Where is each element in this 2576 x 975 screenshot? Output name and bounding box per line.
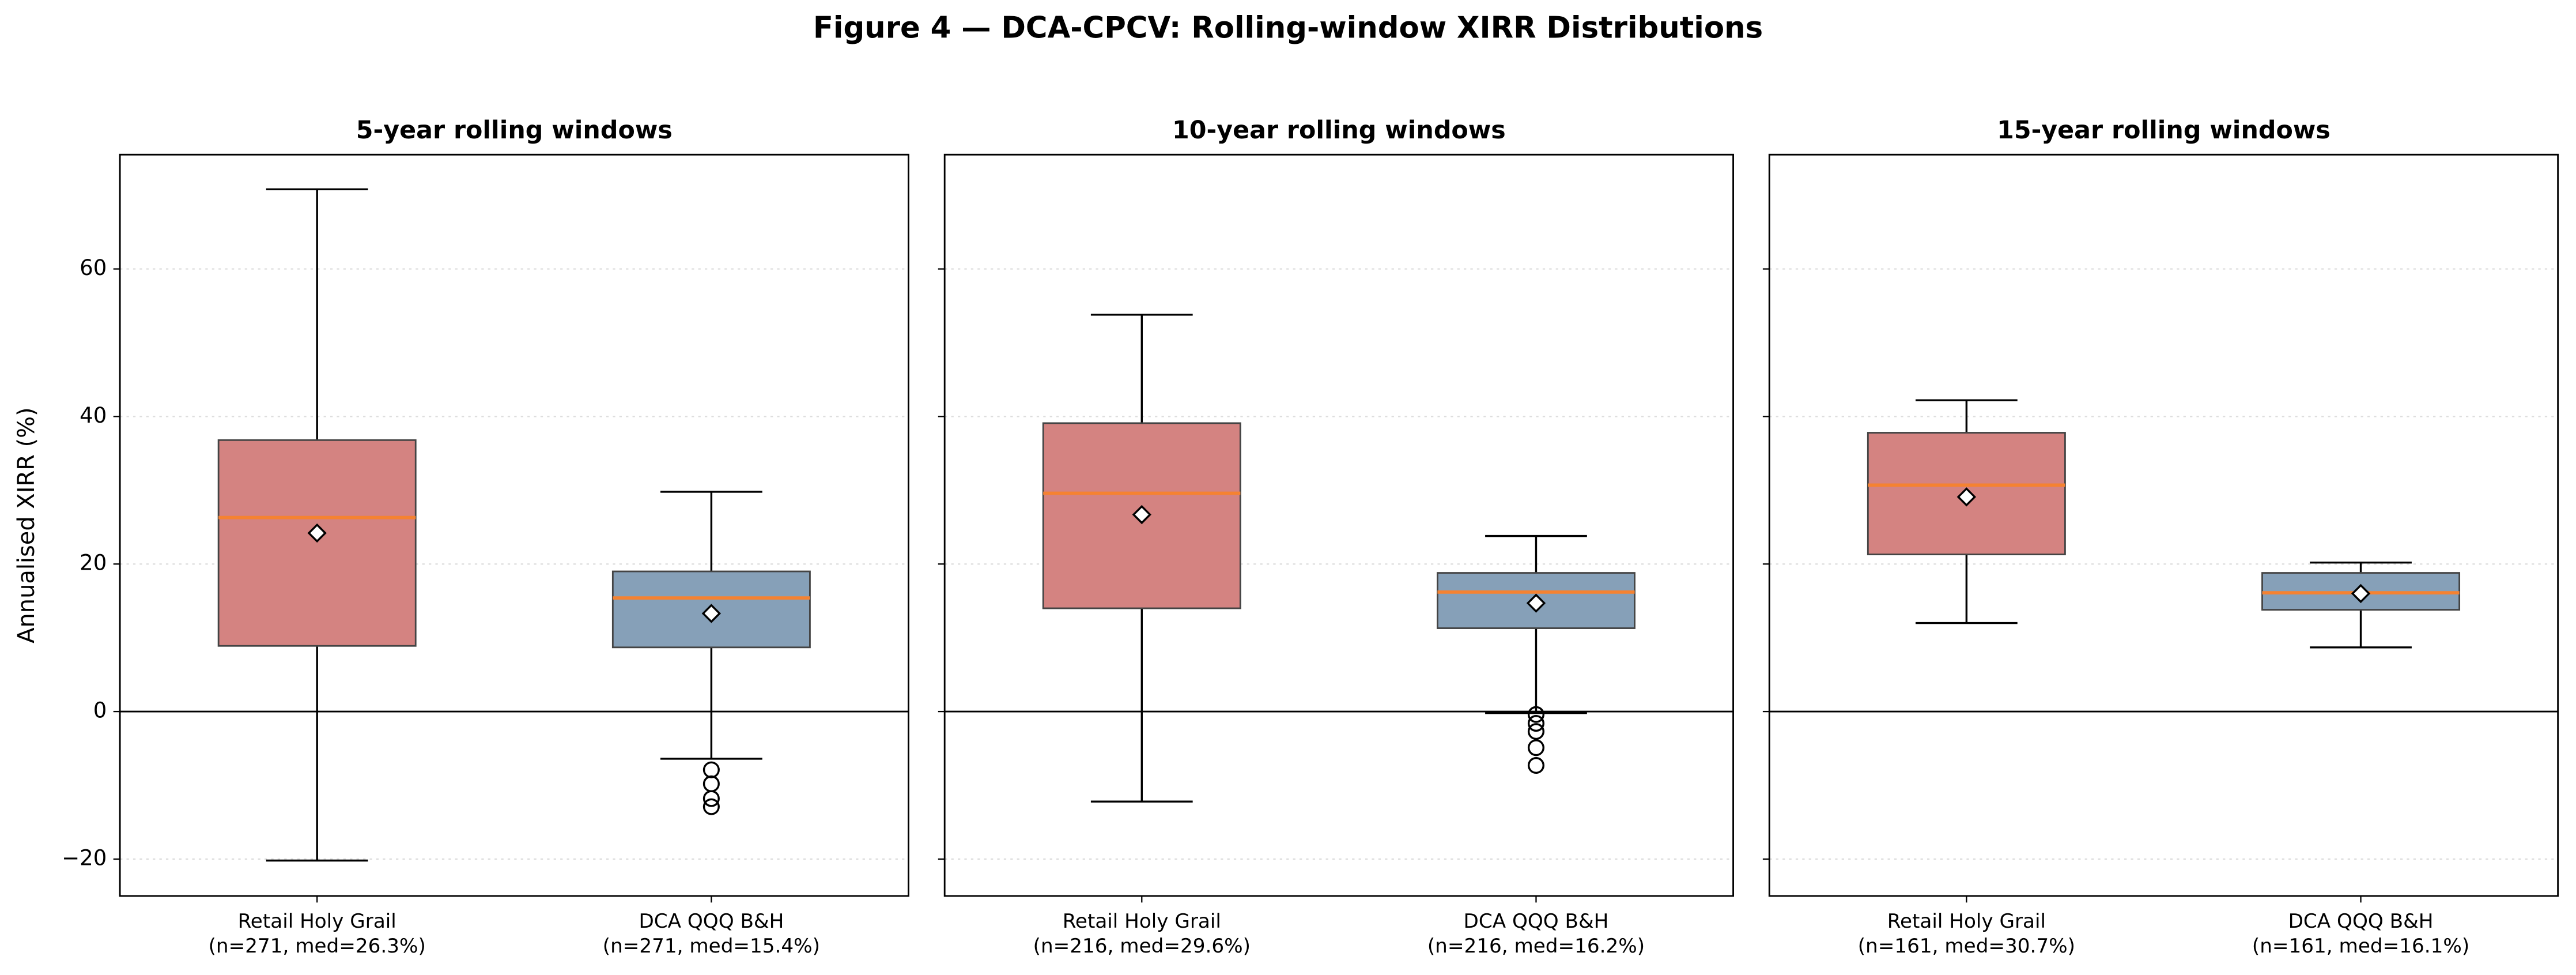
mean-marker (307, 523, 327, 543)
panel-title: 5-year rolling windows (356, 116, 673, 145)
x-tick-label: Retail Holy Grail (1063, 910, 1221, 933)
mean-marker (1956, 487, 1977, 507)
outlier (1527, 706, 1545, 723)
outlier (702, 798, 720, 815)
x-tick-note: (n=161, med=30.7%) (1858, 935, 2075, 958)
x-tick-label: DCA QQQ B&H (1464, 910, 1609, 933)
axes-frame (943, 153, 1734, 897)
outlier (1527, 715, 1545, 732)
y-tick-label: 60 (80, 255, 107, 280)
axes-frame (119, 153, 909, 897)
x-tick-note: (n=271, med=15.4%) (603, 935, 820, 958)
mean-marker (1526, 593, 1546, 613)
x-tick-label: DCA QQQ B&H (639, 910, 784, 933)
mean-marker (701, 604, 722, 623)
mean-marker (1132, 505, 1151, 525)
outlier (1527, 756, 1545, 774)
outlier (1527, 739, 1545, 756)
y-tick-label: 20 (80, 551, 107, 575)
box (217, 439, 417, 647)
y-axis-label: Annualised XIRR (%) (13, 407, 40, 643)
x-tick-note: (n=161, med=16.1%) (2252, 935, 2469, 958)
outlier (702, 761, 720, 778)
panel-title: 15-year rolling windows (1997, 116, 2331, 145)
outlier (1527, 723, 1545, 740)
figure-title: Figure 4 — DCA-CPCV: Rolling-window XIRR… (813, 11, 1763, 46)
axes-frame (1768, 153, 2559, 897)
x-tick-note: (n=271, med=26.3%) (209, 935, 426, 958)
x-tick-label: Retail Holy Grail (238, 910, 396, 933)
y-tick-label: 0 (93, 698, 107, 723)
panel-title: 10-year rolling windows (1172, 116, 1506, 145)
outlier (702, 775, 720, 793)
y-tick-label: −20 (62, 845, 107, 870)
x-tick-label: DCA QQQ B&H (2288, 910, 2434, 933)
mean-marker (2351, 584, 2371, 604)
outlier (702, 790, 720, 807)
x-tick-note: (n=216, med=29.6%) (1033, 935, 1251, 958)
y-tick-label: 40 (80, 403, 107, 428)
x-tick-note: (n=216, med=16.2%) (1427, 935, 1645, 958)
x-tick-label: Retail Holy Grail (1887, 910, 2046, 933)
